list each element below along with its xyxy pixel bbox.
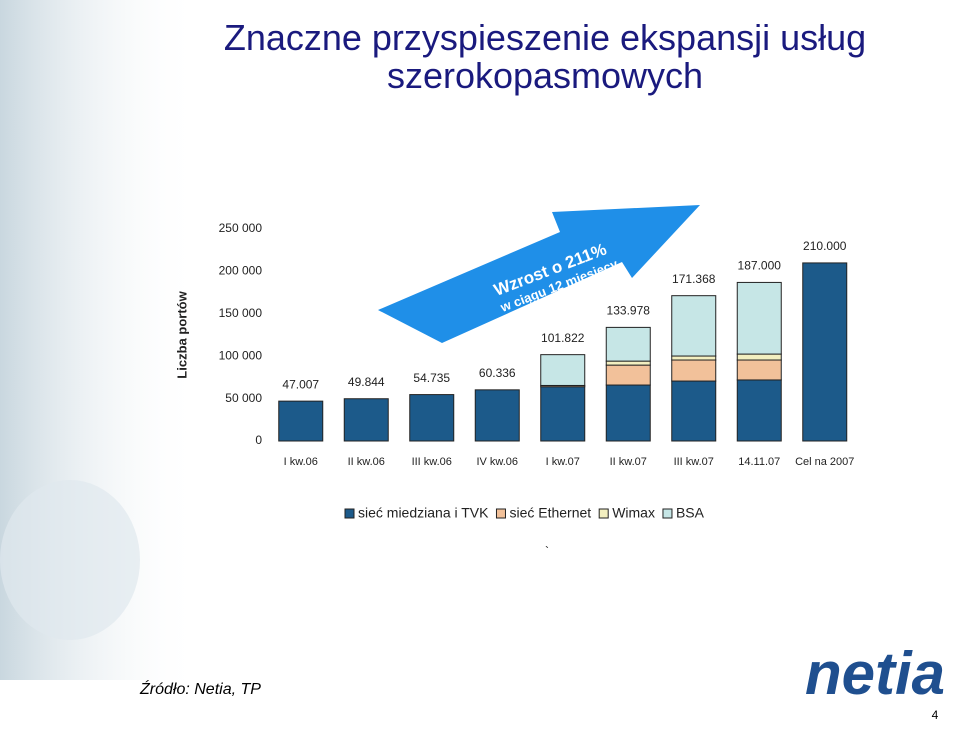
y-tick-label: 100 000 [219,348,263,362]
bar-segment [671,359,717,382]
bar-segment [736,281,782,355]
x-tick-label: IV kw.06 [476,456,518,468]
bar-segment [540,354,586,386]
x-tick-label: II kw.07 [610,456,647,468]
bar-segment [605,360,651,366]
data-label: 49.844 [348,375,385,389]
data-label: 54.735 [413,371,450,385]
x-tick-label: I kw.07 [546,456,580,468]
x-tick-label: 14.11.07 [738,456,780,468]
bar-segment [802,262,848,442]
legend-label: sieć miedziana i TVK [358,505,489,521]
bar-segment [671,295,717,357]
legend-swatch [495,508,506,519]
bar-segment [278,400,324,442]
legend-label: Wimax [612,505,655,521]
bar-segment [671,380,717,442]
bar-segment [605,326,651,362]
bar-segment [605,384,651,442]
y-tick-label: 250 000 [219,221,263,235]
data-label: 101.822 [541,331,585,345]
data-label: 187.000 [738,259,782,273]
title-line: Znaczne przyspieszenie ekspansji usług sz… [224,17,866,96]
bar-segment [343,398,389,442]
legend-swatch [344,508,355,519]
y-tick-label: 50 000 [225,391,262,405]
y-tick-label: 0 [255,433,262,447]
data-label: 47.007 [282,377,319,391]
bar-segment [671,355,717,361]
legend-swatch [598,508,609,519]
bar-segment [736,379,782,442]
data-label: 133.978 [607,304,651,318]
data-label: 60.336 [479,366,516,380]
source: Źródło: Netia, TP [139,679,261,698]
y-tick-label: 200 000 [219,264,263,278]
bar-segment [540,386,586,442]
legend-label: BSA [676,505,705,521]
x-tick-label: III kw.06 [412,456,452,468]
bar-segment [409,394,455,442]
x-tick-label: Cel na 2007 [795,456,854,468]
y-axis-title: Liczba portów [174,290,189,378]
bar-segment [736,353,782,361]
legend-swatch [662,508,673,519]
bar-segment [474,389,520,442]
data-label: 171.368 [672,272,716,286]
data-label: 210.000 [803,239,847,253]
bar-segment [736,359,782,381]
background-photo [0,480,140,640]
stray-mark: ` [545,544,549,558]
x-tick-label: II kw.06 [348,456,385,468]
growth-arrow [378,205,700,343]
y-tick-label: 150 000 [219,306,263,320]
logo: netia [805,640,945,707]
x-tick-label: I kw.06 [284,456,318,468]
bar-segment [605,364,651,386]
legend-label: sieć Ethernet [509,505,591,521]
page-number: 4 [932,708,939,722]
x-tick-label: III kw.07 [674,456,714,468]
